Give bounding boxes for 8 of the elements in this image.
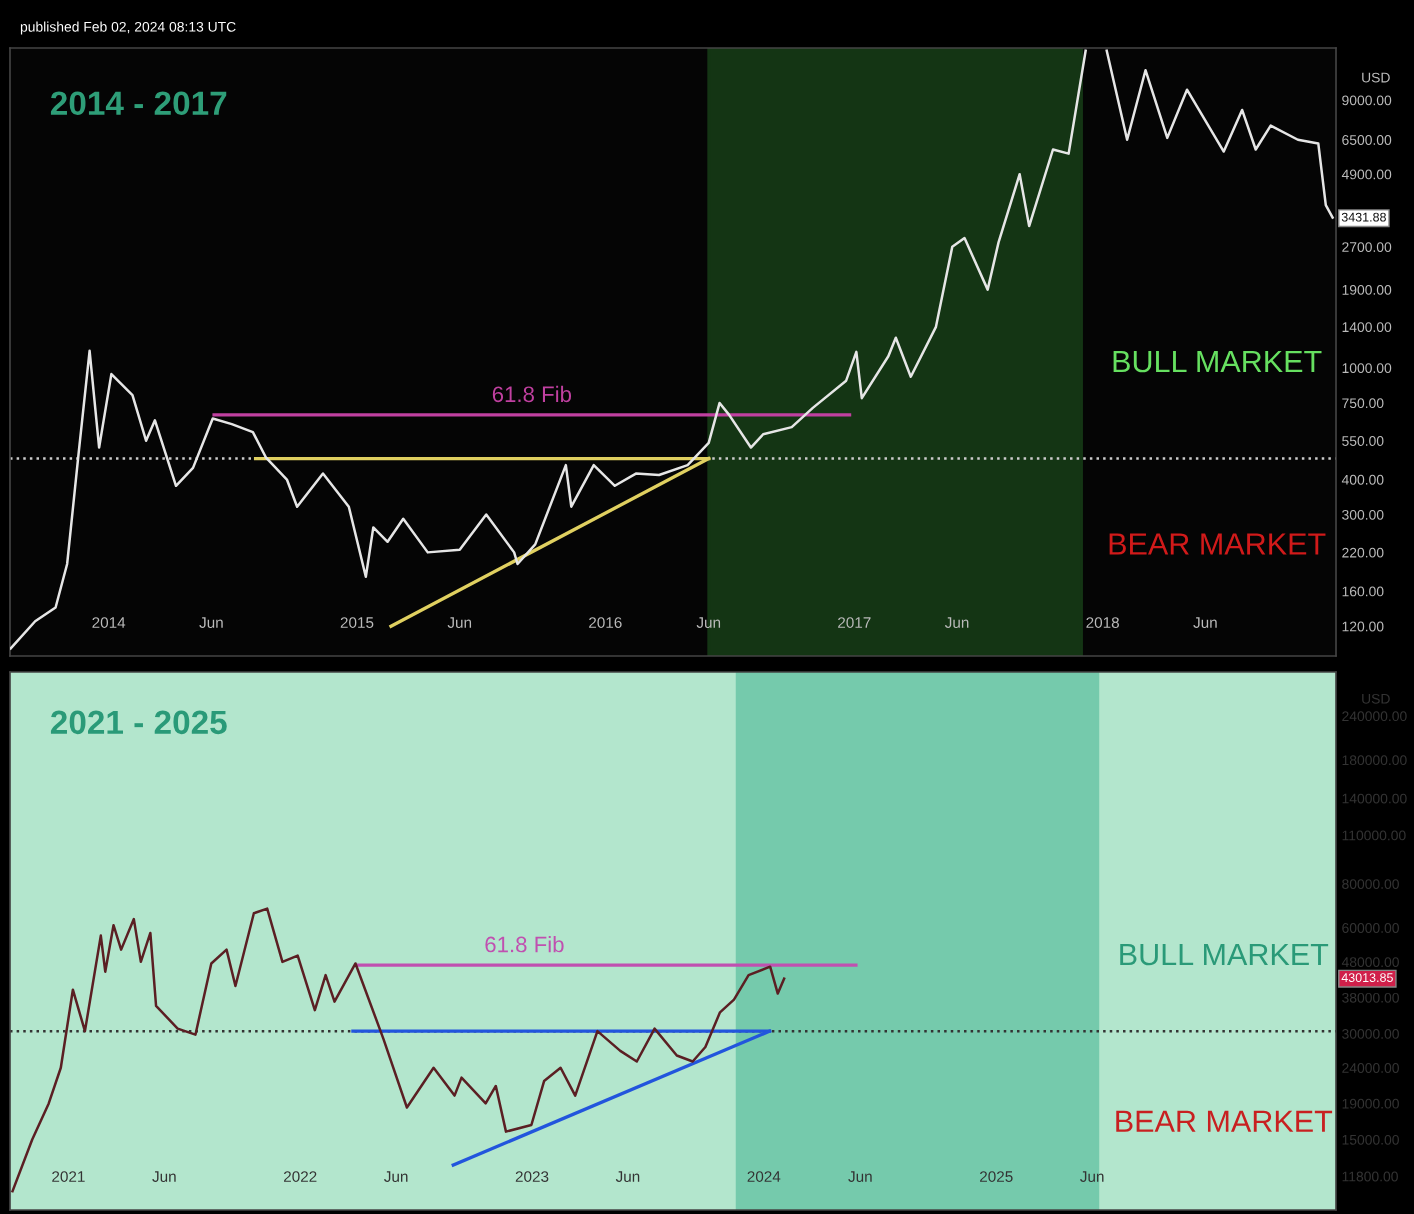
text: 2014 - 2017 bbox=[50, 91, 227, 116]
annotation: 61.8 Fib bbox=[492, 385, 572, 403]
annotation: BULL MARKET bbox=[1113, 351, 1322, 373]
annotation: BULL MARKET bbox=[1120, 944, 1329, 966]
annotation: 61.8 Fib bbox=[485, 936, 564, 953]
annotation: BEAR MARKET bbox=[1116, 1110, 1333, 1132]
text: 2021 - 2025 bbox=[50, 710, 227, 735]
annotation: BEAR MARKET bbox=[1109, 533, 1326, 555]
